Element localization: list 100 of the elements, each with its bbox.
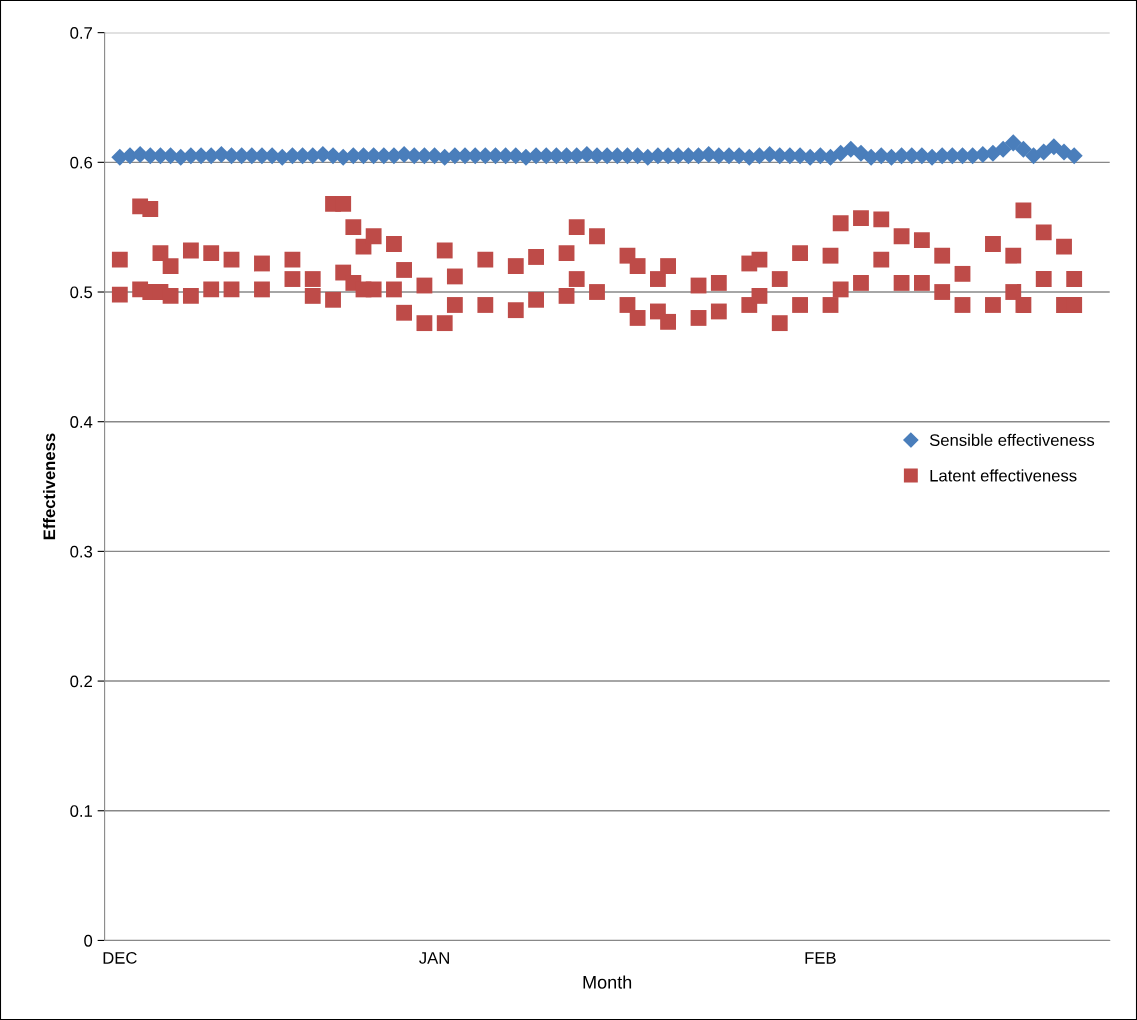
point [568,219,585,236]
point [386,281,402,298]
y-tick-label: 0.7 [70,27,92,39]
point [1035,271,1052,287]
point [162,287,179,304]
point [416,315,433,332]
point [873,251,890,268]
point [751,251,768,268]
point [284,271,301,287]
point [873,211,890,228]
point [477,251,494,268]
y-tick-label: 0.6 [70,156,93,169]
y-tick-label: 0.1 [70,805,92,817]
y-tick-label: 0.4 [70,416,93,428]
point [528,249,545,265]
point [822,297,839,313]
point [832,281,849,298]
point [558,245,575,262]
point [629,258,646,274]
point [254,281,270,298]
point [934,284,951,300]
point [223,281,240,298]
point [416,277,433,294]
point [182,287,199,304]
y-tick-label: 0.5 [70,286,93,299]
point [690,310,707,326]
point [386,236,402,252]
point [507,302,524,319]
point [660,258,676,274]
point [690,277,707,294]
point [853,210,869,227]
point [853,275,869,291]
point [365,228,382,245]
legend-label: Latent effectiveness [930,469,1077,482]
point [1056,238,1072,255]
point [304,287,321,304]
point [893,275,910,291]
point [335,195,352,212]
point [446,268,463,285]
point [1066,271,1083,287]
point [396,304,413,321]
point [832,215,849,232]
point [771,271,788,287]
point [751,287,768,304]
point [436,242,453,259]
point [792,297,808,313]
point [254,255,270,272]
x-tick-label: JAN [419,952,449,964]
point [111,251,128,268]
point [1015,202,1032,219]
point [1005,284,1022,300]
point [365,281,382,298]
point [1035,224,1052,241]
y-tick-label: 0 [84,934,93,947]
point [629,310,646,326]
point [822,247,839,264]
y-tick-label: 0.2 [70,675,92,688]
point [660,313,676,330]
point [619,297,636,313]
point [954,265,971,282]
point [568,271,585,287]
point [111,286,128,303]
y-axis-title: Effectiveness [42,433,56,540]
point [954,297,971,313]
point [710,303,727,320]
point [710,275,727,291]
point [913,275,930,291]
point [985,297,1001,313]
point [477,297,494,313]
point [345,219,362,236]
x-tick-label: DEC [103,951,137,964]
point [650,271,666,287]
point [528,291,545,308]
point [152,245,169,262]
point [792,245,808,262]
legend-label: Sensible effectiveness [929,433,1095,447]
point [589,228,605,245]
point [223,251,240,268]
point [162,258,179,274]
point [203,281,220,298]
point [1005,247,1022,264]
point [589,284,605,300]
point [893,228,910,245]
point [284,251,301,268]
point [446,297,463,313]
point [934,247,951,264]
point [985,236,1001,252]
point [396,262,413,278]
point [507,258,524,274]
x-tick-label: FEB [805,952,836,964]
point [558,287,575,304]
point [304,271,321,287]
point [436,315,453,332]
x-axis-title: Month [583,975,632,989]
point [203,245,220,262]
point [142,201,159,217]
point [913,232,930,249]
point [1015,297,1032,313]
y-tick-label: 0.3 [70,545,93,558]
point [182,242,199,259]
